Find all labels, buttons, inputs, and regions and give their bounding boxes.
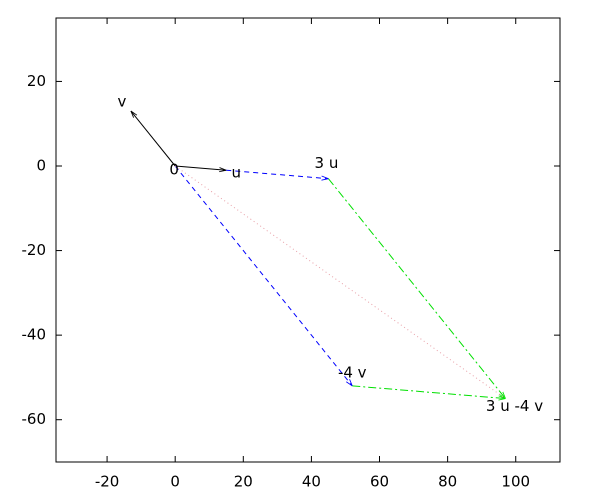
- y-tick-label: 0: [36, 157, 46, 175]
- x-tick-label: 100: [501, 473, 530, 491]
- x-tick-label: 40: [302, 473, 321, 491]
- x-tick-label: 60: [370, 473, 389, 491]
- point-label: v: [117, 93, 126, 111]
- point-label: u: [232, 164, 242, 182]
- vector: [226, 169, 328, 178]
- y-tick-label: -40: [22, 326, 47, 344]
- y-tick-label: -60: [22, 410, 47, 428]
- plot-frame: [55, 17, 561, 463]
- x-tick-label: 80: [438, 473, 457, 491]
- vector: [328, 178, 505, 399]
- x-tick-label: 0: [170, 473, 180, 491]
- vector: [352, 385, 505, 399]
- point-label: 3 u: [315, 154, 339, 172]
- y-tick-label: 20: [27, 72, 46, 90]
- y-tick-label: -20: [22, 241, 47, 259]
- x-tick-label: 20: [234, 473, 253, 491]
- point-label: -4 v: [338, 363, 367, 381]
- vector: [174, 165, 506, 399]
- vector: [175, 165, 226, 170]
- x-tick-label: -20: [95, 473, 120, 491]
- vector: [131, 111, 176, 167]
- vector: [174, 165, 352, 386]
- point-label: 3 u -4 v: [486, 397, 543, 415]
- point-label: 0: [169, 161, 179, 179]
